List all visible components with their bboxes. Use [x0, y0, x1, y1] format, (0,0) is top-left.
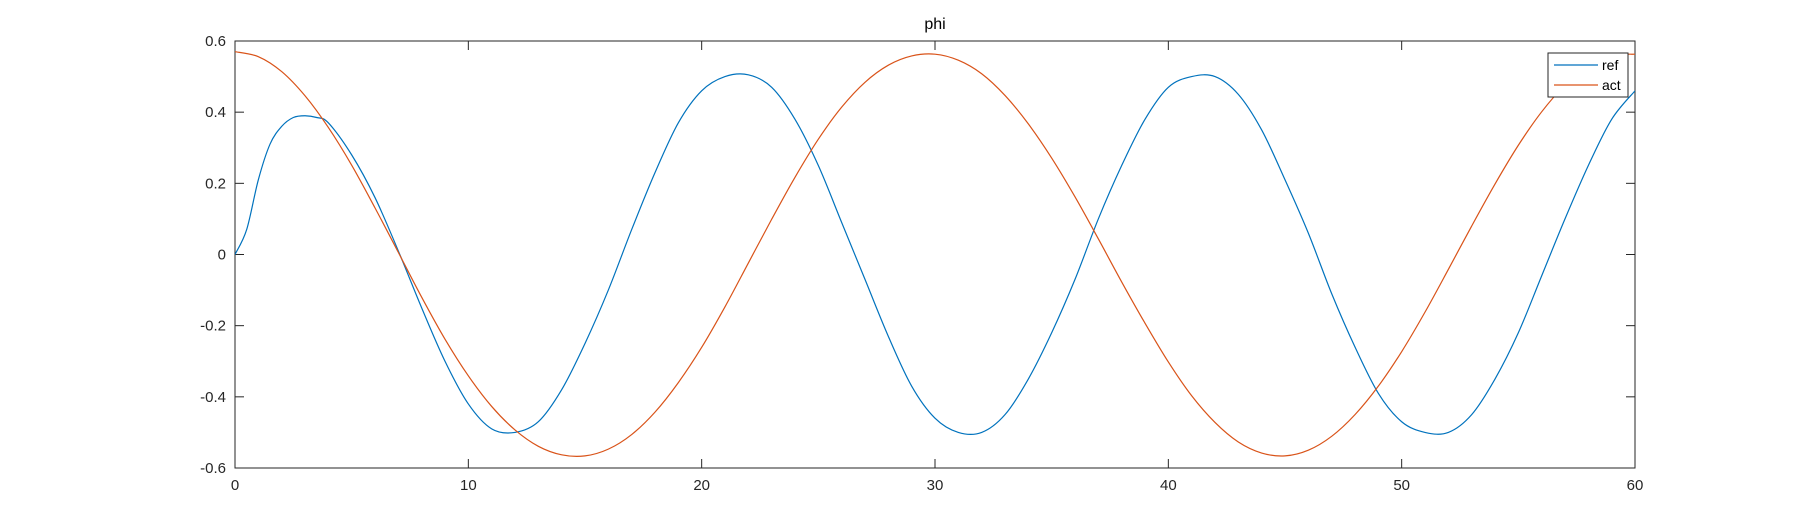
legend-box	[1547, 52, 1629, 98]
y-tick-label: -0.4	[200, 389, 226, 406]
plot-box	[234, 40, 1636, 469]
y-tick-label: 0.4	[205, 104, 226, 121]
y-tick-label: -0.2	[200, 318, 226, 335]
x-tick-label: 40	[1160, 477, 1177, 494]
y-tick-label: 0	[218, 247, 226, 264]
y-tick-label: 0.6	[205, 33, 226, 50]
axes: 0 10 20 30 40 50 60 -0.6 -0.4 -0.2 0 0.2 0.4 0.6	[200, 33, 1643, 494]
legend: ref act	[1547, 52, 1629, 98]
y-tick-label: 0.2	[205, 175, 226, 192]
x-tick-label: 60	[1627, 477, 1644, 494]
series-layer	[235, 51, 1635, 458]
x-tick-label: 50	[1393, 477, 1410, 494]
x-tick-label: 0	[231, 477, 239, 494]
x-tick-label: 30	[927, 477, 944, 494]
x-tick-label: 20	[693, 477, 710, 494]
series-line-ref	[235, 73, 1635, 436]
x-tick-label: 10	[460, 477, 477, 494]
legend-label-ref: ref	[1602, 57, 1618, 73]
legend-label-act: act	[1602, 77, 1621, 93]
chart-title: phi	[924, 16, 945, 33]
y-tick-label: -0.6	[200, 460, 226, 477]
series-line-act	[235, 51, 1635, 458]
